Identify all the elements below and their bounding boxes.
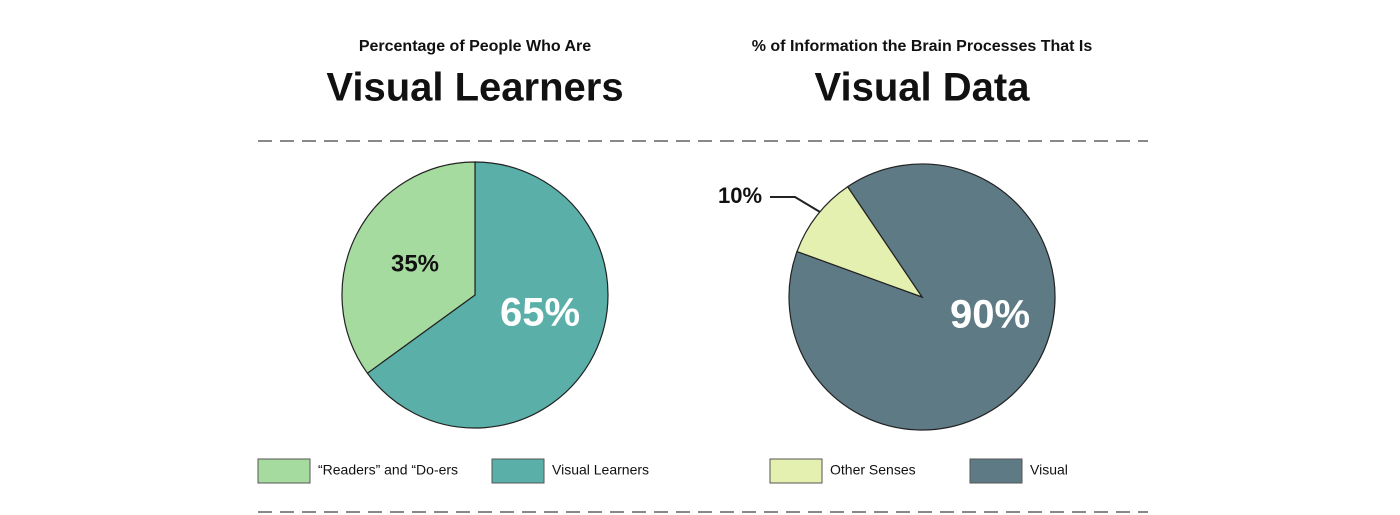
legend-swatch (969, 458, 1023, 484)
legend-label: “Readers” and “Do-ers (318, 462, 458, 478)
data-label: 35% (391, 250, 439, 277)
legend-label: Visual Learners (552, 462, 649, 478)
chart-title: Visual Learners (326, 66, 623, 110)
pie-slice (366, 161, 609, 429)
chart-subtitle: Percentage of People Who Are (359, 38, 591, 55)
legend-swatch (769, 458, 823, 484)
leader-line (770, 196, 821, 213)
chart-title: Visual Data (815, 66, 1031, 110)
data-label: 10% (718, 183, 762, 208)
chart-subtitle: % of Information the Brain Processes Tha… (752, 38, 1093, 55)
pie-slice (796, 185, 924, 299)
data-label: 65% (500, 291, 580, 335)
legend-label: Visual (1030, 462, 1068, 478)
legend-swatch (257, 458, 311, 484)
pie-slice (341, 161, 476, 375)
data-label: 90% (950, 293, 1030, 337)
legend-swatch (491, 458, 545, 484)
legend-label: Other Senses (830, 462, 916, 478)
